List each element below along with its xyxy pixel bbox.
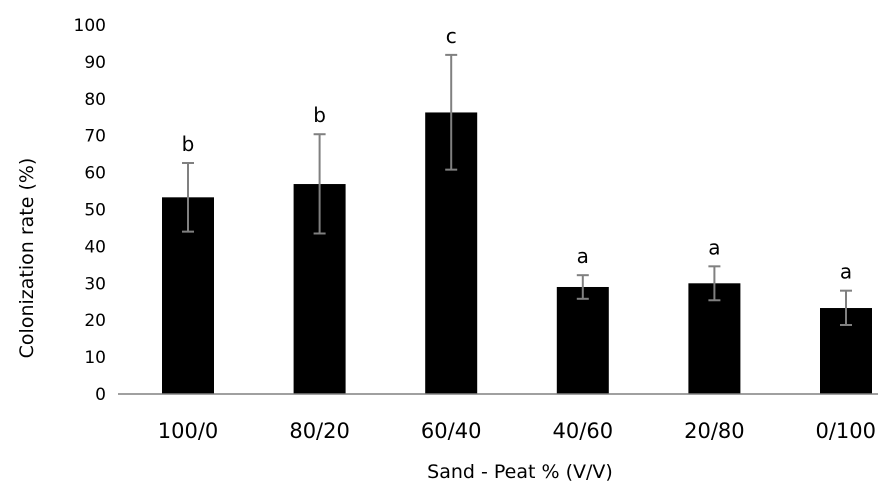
y-tick-label: 70 [84,127,106,147]
error-bar [445,53,458,171]
error-bar [182,162,194,233]
y-tick-label: 100 [74,16,106,36]
x-tick-label: 80/20 [289,419,350,443]
y-axis-tick-labels: 0 10 20 30 40 50 60 70 80 90 100 [74,16,106,405]
y-tick-label: 0 [95,385,106,405]
x-axis-title: Sand - Peat % (V/V) [427,461,613,483]
significance-labels: b b c a a a [182,24,852,284]
x-tick-label: 60/40 [421,419,482,443]
x-tick-label: 0/100 [815,419,876,443]
y-tick-label: 90 [84,53,106,73]
error-bar [313,133,326,235]
bar [556,286,609,394]
significance-label: b [313,103,326,127]
bars [162,112,872,394]
x-axis-tick-labels: 100/0 80/20 60/40 40/60 20/80 0/100 [158,419,876,443]
x-tick-label: 40/60 [553,419,614,443]
significance-label: b [182,132,195,156]
y-tick-label: 50 [84,201,106,221]
y-tick-label: 60 [84,164,106,184]
y-tick-label: 80 [84,90,106,110]
y-tick-label: 30 [84,274,106,294]
y-tick-label: 10 [84,348,106,368]
significance-label: a [577,244,589,268]
error-bars [182,53,852,326]
bar [688,283,741,394]
error-bar [708,265,721,302]
significance-label: a [840,260,852,284]
significance-label: c [446,24,457,48]
error-bar [840,289,852,326]
x-tick-label: 20/80 [684,419,745,443]
y-tick-label: 40 [84,237,106,257]
error-bar [576,274,589,300]
y-tick-label: 20 [84,311,106,331]
y-axis-title: Colonization rate (%) [16,158,38,359]
x-tick-label: 100/0 [158,419,219,443]
significance-label: a [708,235,720,259]
